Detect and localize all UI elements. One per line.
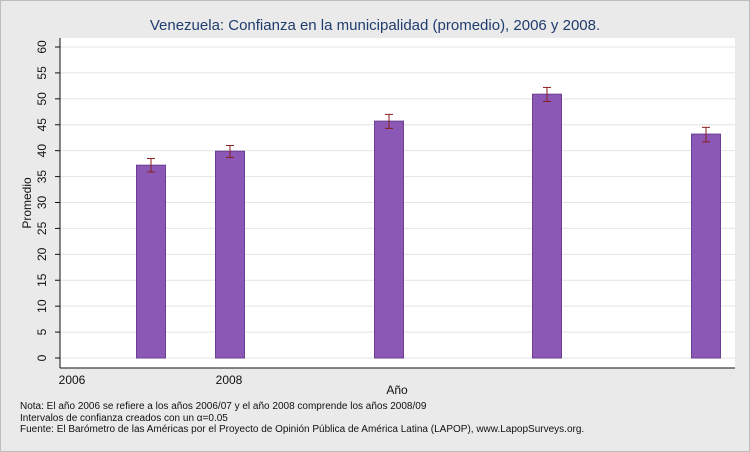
error-bars-group <box>147 86 710 173</box>
bar-chart: 0 5 10 15 20 25 30 35 40 45 50 55 60 2006 2008 Año P… <box>20 38 735 397</box>
y-tick-label: 10 <box>35 299 49 313</box>
y-axis-ticks: 0 5 10 15 20 25 30 35 40 45 50 55 60 <box>35 40 60 361</box>
y-tick-label: 40 <box>35 144 49 158</box>
y-tick-label: 30 <box>35 196 49 210</box>
y-tick-label: 0 <box>35 354 49 361</box>
y-tick-label: 15 <box>35 273 49 287</box>
bar-2 <box>215 150 245 359</box>
bar-1 <box>136 164 166 359</box>
bar-3 <box>374 120 404 359</box>
y-tick-label: 5 <box>35 328 49 335</box>
bar-5 <box>691 133 721 359</box>
x-tick-label-2: 2008 <box>216 373 243 387</box>
note-line-3: Fuente: El Barómetro de las Américas por… <box>20 424 585 435</box>
footnotes: Nota: El año 2006 se refiere a los años … <box>20 401 584 436</box>
note-line-2: Intervalos de confianza creados con un α… <box>20 412 228 424</box>
y-axis-label: Promedio <box>20 177 34 229</box>
bar-4 <box>532 93 562 359</box>
x-axis-label: Año <box>386 383 408 397</box>
x-tick-label-1: 2006 <box>59 373 86 387</box>
y-tick-label: 45 <box>35 118 49 132</box>
note-line-1: Nota: El año 2006 se refiere a los años … <box>20 401 427 412</box>
y-tick-label: 50 <box>35 92 49 106</box>
y-tick-label: 55 <box>35 66 49 80</box>
y-tick-label: 20 <box>35 247 49 261</box>
y-tick-label: 60 <box>35 40 49 54</box>
y-tick-label: 35 <box>35 170 49 184</box>
chart-title: Venezuela: Confianza en la municipalidad… <box>149 17 601 34</box>
y-tick-label: 25 <box>35 221 49 235</box>
